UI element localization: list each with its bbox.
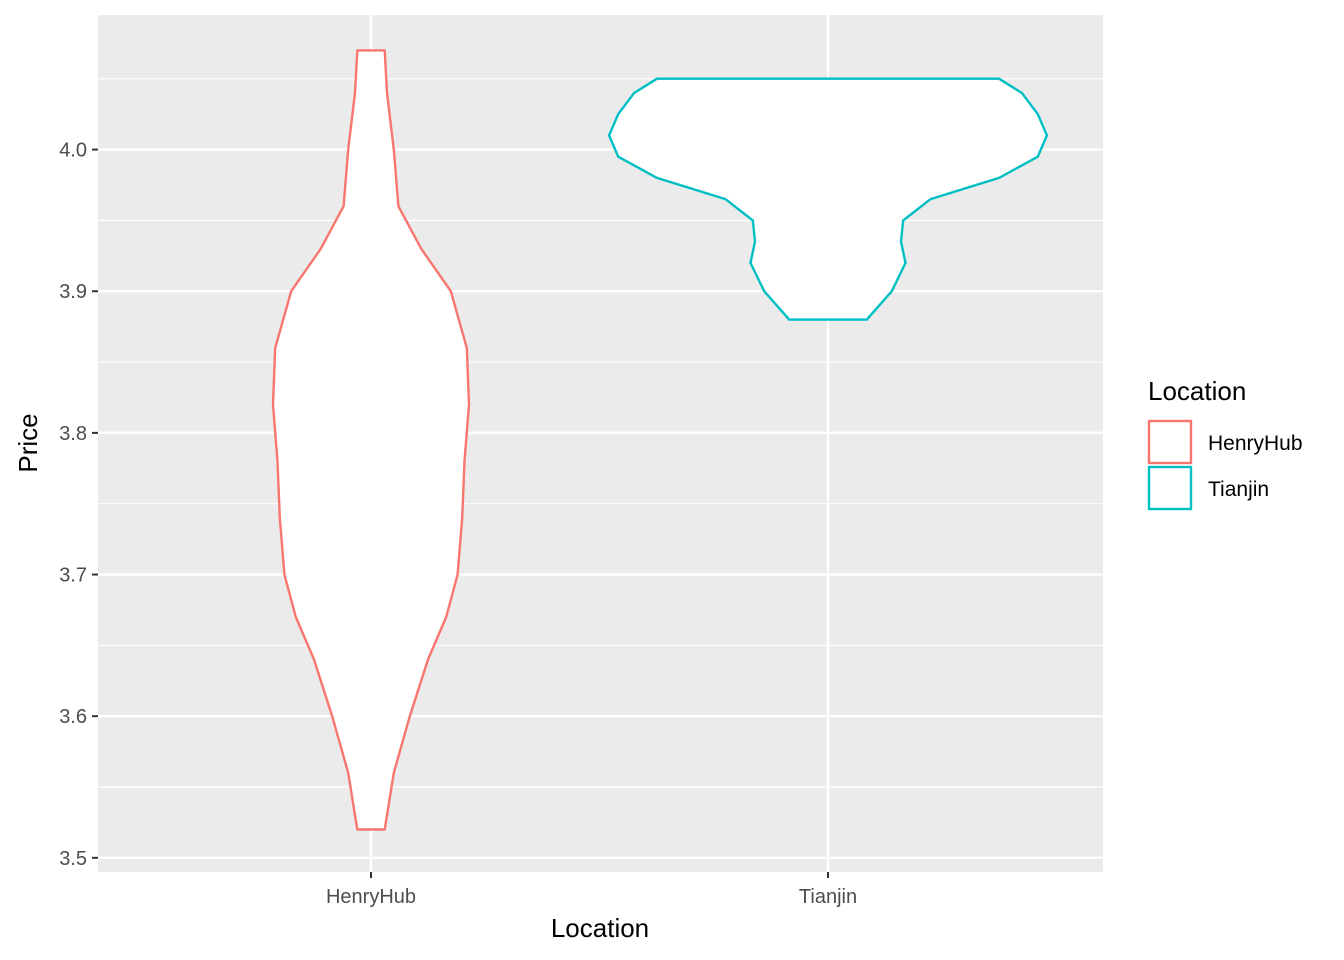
y-tick-label: 4.0 — [59, 140, 87, 162]
violin-henryhub — [271, 49, 471, 831]
violins — [271, 49, 1049, 831]
legend-entries: HenryHub Tianjin — [1147, 419, 1303, 511]
y-axis-title: Price — [13, 413, 43, 472]
y-tick-label: 3.9 — [59, 281, 87, 303]
major-gridlines — [98, 15, 1103, 872]
violin-tianjin — [607, 77, 1049, 321]
y-axis: 3.5 3.6 3.7 3.8 3.9 4.0 — [59, 140, 98, 870]
legend-key-henryhub — [1147, 419, 1193, 465]
x-axis-title: Location — [551, 913, 649, 943]
y-tick-label: 3.7 — [59, 565, 87, 587]
x-tick-label: Tianjin — [799, 886, 857, 908]
y-tick-label: 3.6 — [59, 706, 87, 728]
x-tick-label: HenryHub — [326, 886, 416, 908]
y-tick-label: 3.5 — [59, 848, 87, 870]
x-axis: HenryHub Tianjin — [326, 872, 857, 908]
legend-key-tianjin — [1147, 465, 1193, 511]
legend-title: Location — [1148, 376, 1246, 406]
legend: Location HenryHub Tianjin — [1147, 376, 1303, 511]
legend-label: Tianjin — [1208, 478, 1269, 501]
y-tick-label: 3.8 — [59, 423, 87, 445]
legend-label: HenryHub — [1208, 432, 1303, 455]
